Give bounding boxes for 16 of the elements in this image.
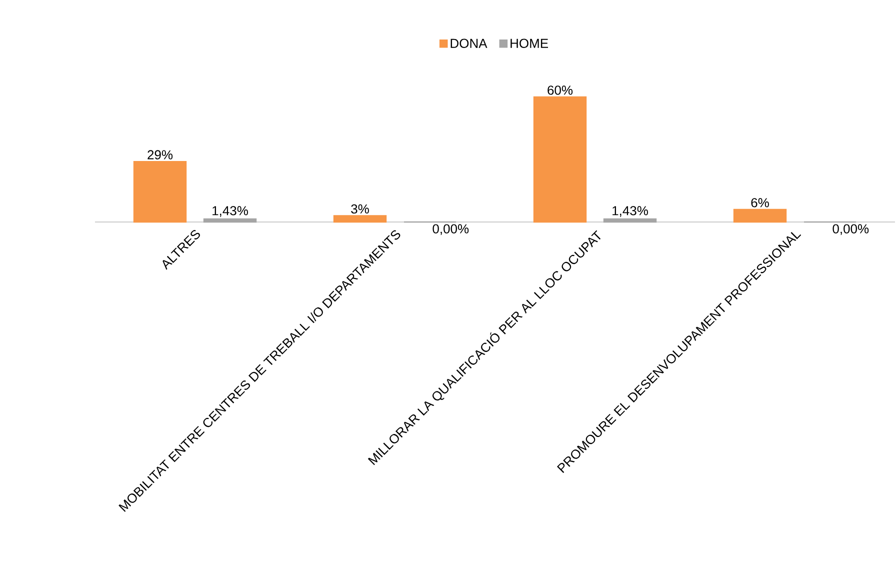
bar xyxy=(733,208,787,223)
legend-label: HOME xyxy=(510,38,548,48)
data-label: 60% xyxy=(548,86,573,95)
data-label: 0,00% xyxy=(832,224,869,235)
bar xyxy=(533,96,587,223)
bar xyxy=(333,215,387,223)
bar xyxy=(133,160,187,223)
data-label: 1,43% xyxy=(612,206,648,217)
data-label: 3% xyxy=(351,204,369,214)
legend-label: DONA xyxy=(450,38,488,48)
bar xyxy=(203,218,257,223)
data-label: 6% xyxy=(751,198,769,208)
bar xyxy=(603,218,657,223)
data-label: 1,43% xyxy=(212,206,248,217)
data-label: 0,00% xyxy=(432,224,469,235)
data-label: 29% xyxy=(148,150,173,160)
